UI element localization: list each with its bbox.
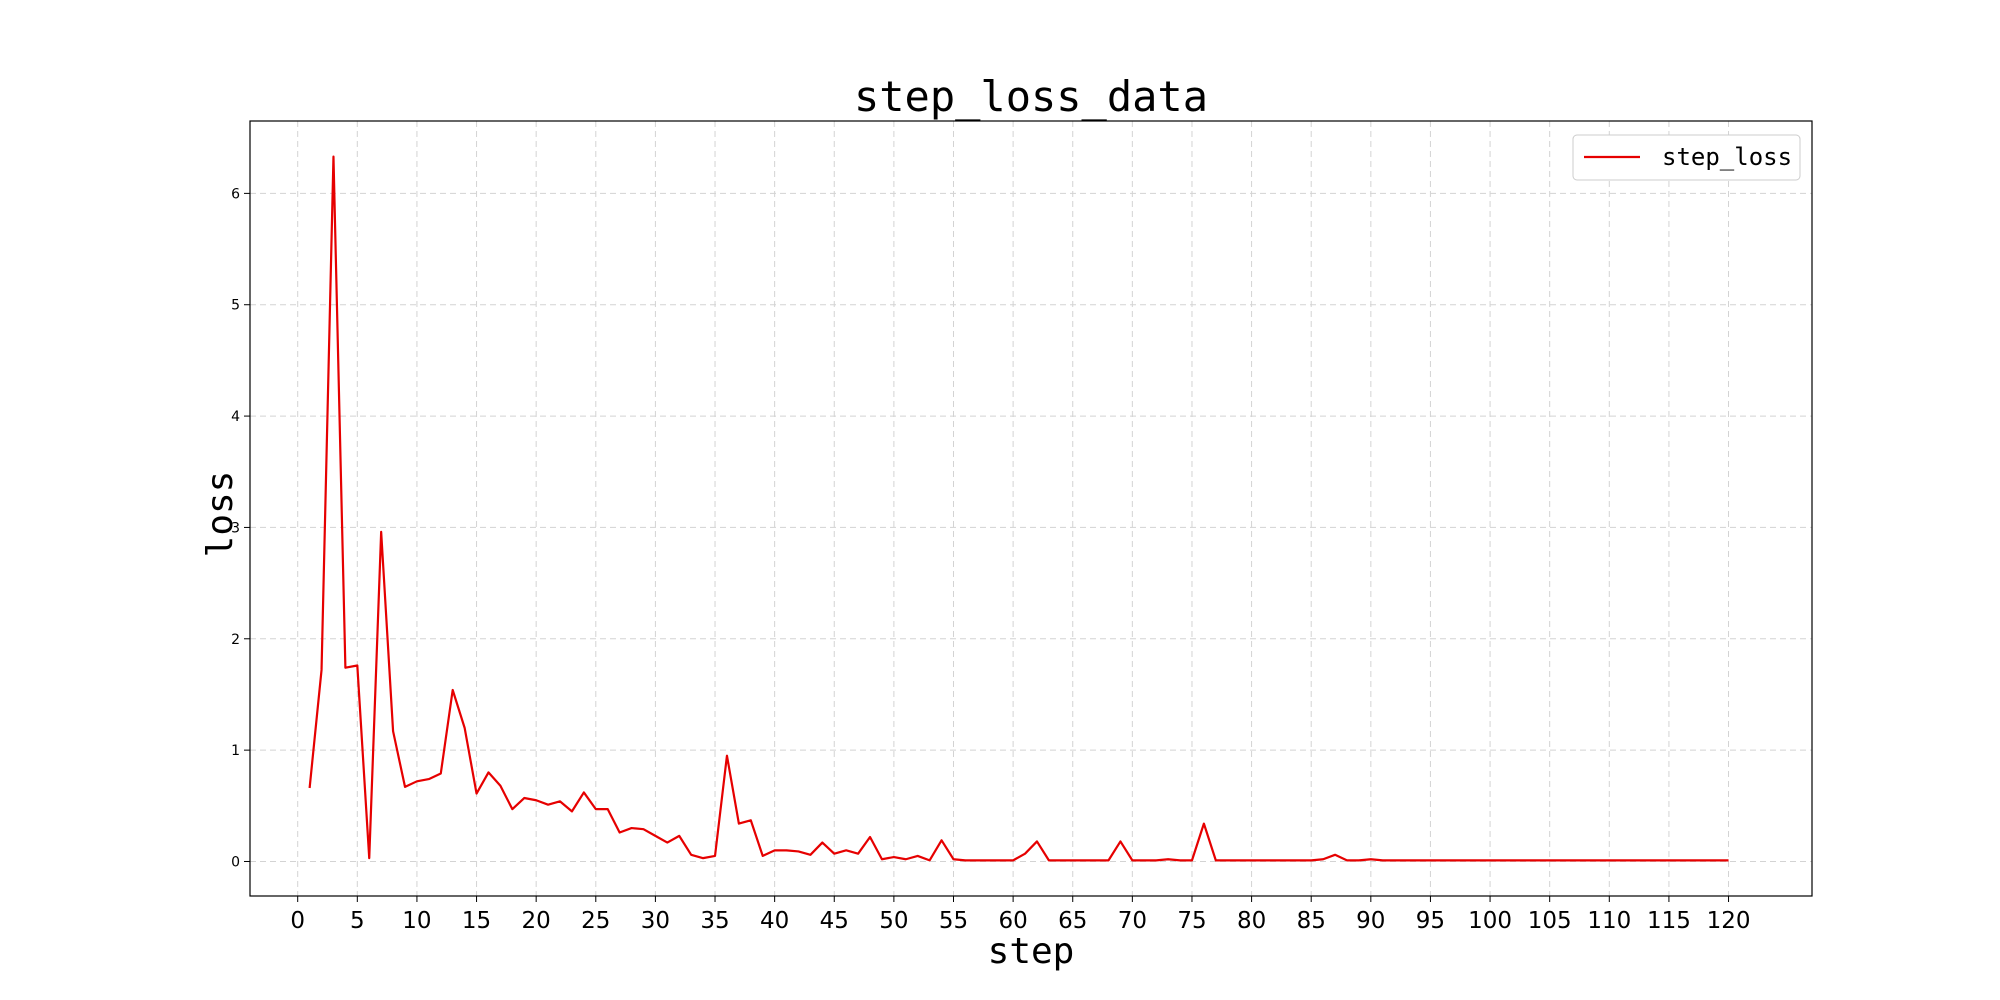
- x-tick-label: 15: [462, 908, 491, 934]
- series-layer: [308, 155, 1729, 862]
- y-tick-label: 0: [231, 854, 240, 870]
- y-tick-label: 6: [231, 186, 240, 202]
- legend: step_loss: [1572, 134, 1801, 181]
- grid: [250, 121, 1812, 896]
- plot-area: [250, 121, 1812, 896]
- x-tick-label: 25: [581, 908, 610, 934]
- y-tick-label: 1: [231, 743, 240, 759]
- x-tick-label: 90: [1356, 908, 1385, 934]
- x-tick-label: 70: [1118, 908, 1147, 934]
- series-line-step-loss: [308, 155, 1729, 862]
- chart-title: step_loss_data: [854, 72, 1208, 121]
- x-tick-label: 100: [1468, 908, 1512, 934]
- x-tick-label: 10: [402, 908, 431, 934]
- x-tick-label: 50: [879, 908, 908, 934]
- x-tick-label: 0: [290, 908, 305, 934]
- plot-frame: [249, 120, 1813, 897]
- x-tick-label: 5: [350, 908, 365, 934]
- x-tick-label: 105: [1528, 908, 1572, 934]
- y-tick-label: 3: [231, 520, 240, 536]
- x-tick-label: 35: [700, 908, 729, 934]
- x-tick-label: 85: [1297, 908, 1326, 934]
- y-tick-label: 4: [231, 409, 240, 425]
- y-tick-label: 2: [231, 632, 240, 648]
- x-tick-label: 75: [1177, 908, 1206, 934]
- x-tick-label: 45: [820, 908, 849, 934]
- x-tick-label: 30: [641, 908, 670, 934]
- y-axis-label: loss: [200, 471, 241, 558]
- x-tick-label: 40: [760, 908, 789, 934]
- x-tick-label: 80: [1237, 908, 1266, 934]
- x-tick-label: 110: [1587, 908, 1631, 934]
- legend-label-step-loss: step_loss: [1662, 143, 1792, 171]
- x-tick-label: 120: [1707, 908, 1751, 934]
- x-axis-ticks: 0 5 10 15 20 25 30 35 40 45 50 55 60 65 70 75 80 85 90 95 10…: [290, 896, 1750, 934]
- y-tick-label: 5: [231, 298, 240, 314]
- x-tick-label: 65: [1058, 908, 1087, 934]
- x-tick-label: 115: [1647, 908, 1691, 934]
- y-axis-ticks: 0 1 2 3 4 5 6: [231, 186, 250, 870]
- x-tick-label: 95: [1416, 908, 1445, 934]
- x-tick-label: 20: [522, 908, 551, 934]
- x-axis-label: step: [988, 931, 1075, 972]
- x-tick-label: 55: [939, 908, 968, 934]
- x-tick-label: 60: [998, 908, 1027, 934]
- legend-box: [1572, 134, 1801, 181]
